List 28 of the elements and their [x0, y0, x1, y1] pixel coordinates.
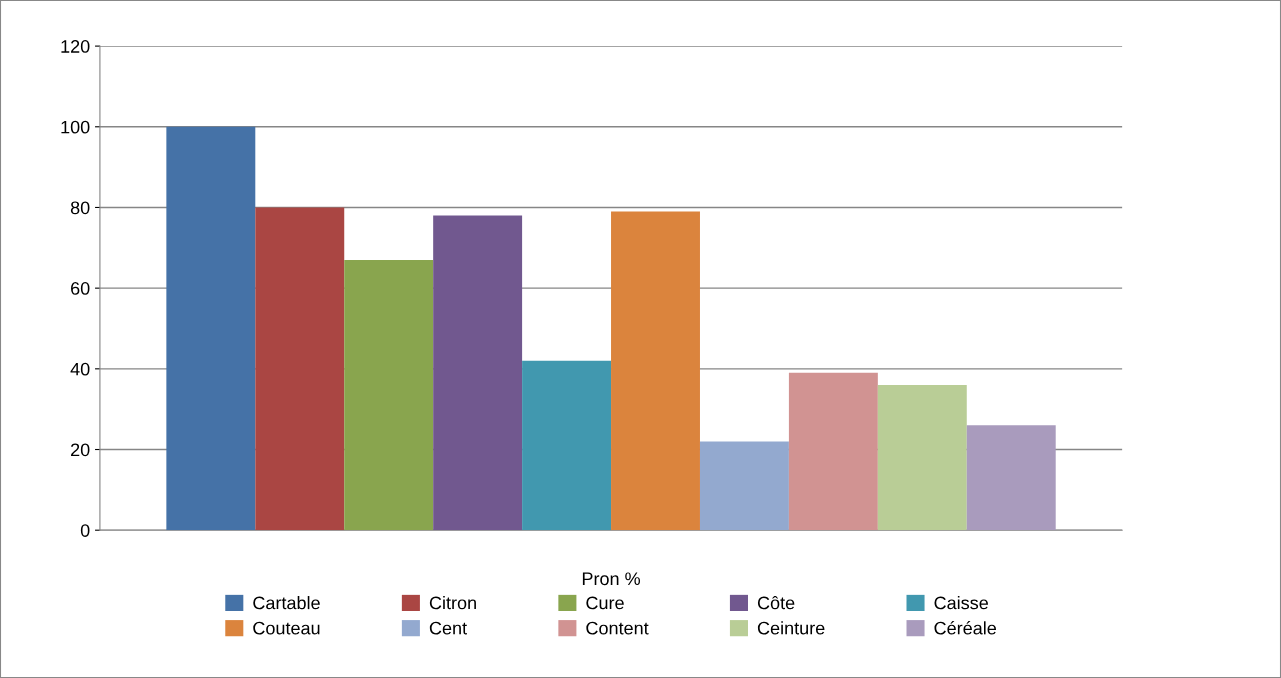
bar: [166, 126, 256, 531]
y-tick-label: 100: [61, 120, 90, 134]
legend-label: Caisse: [934, 596, 988, 610]
bar: [877, 384, 967, 531]
y-tick-label: 20: [71, 443, 90, 457]
legend-label: Couteau: [253, 621, 320, 635]
bar: [699, 441, 789, 531]
bar: [255, 207, 345, 531]
legend-label: Cure: [586, 596, 624, 610]
legend-label: Ceinture: [757, 621, 825, 635]
bar: [966, 425, 1056, 531]
legend-label: Cartable: [253, 596, 320, 610]
bar: [433, 215, 523, 531]
legend-label: Cent: [429, 621, 467, 635]
bar: [611, 211, 700, 531]
y-tick-label: 60: [71, 282, 90, 295]
bar: [522, 360, 612, 531]
bar: [788, 372, 878, 531]
y-tick-label: 80: [70, 201, 90, 215]
y-tick-label: 40: [70, 362, 90, 376]
y-tick-label: 0: [80, 524, 90, 537]
bar: [344, 259, 434, 531]
legend-label: Côte: [757, 595, 795, 610]
legend-label: Céréale: [934, 621, 997, 635]
legend-label: Citron: [429, 596, 476, 610]
y-tick-label: 120: [61, 40, 90, 53]
legend-label: Content: [586, 621, 649, 635]
x-tick-label: Pron %: [582, 572, 640, 586]
